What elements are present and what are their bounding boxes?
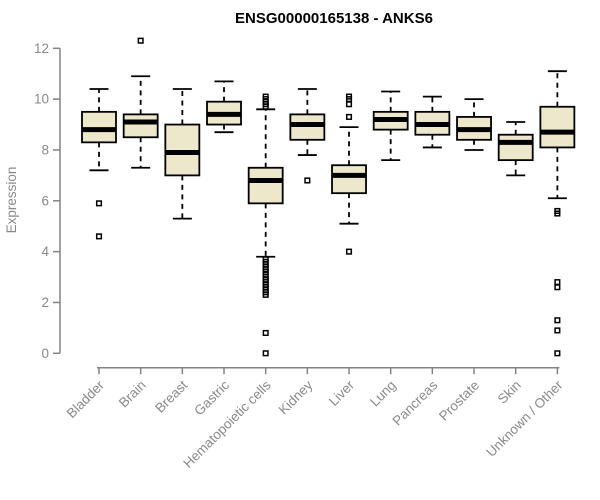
y-tick-label: 0 <box>41 346 49 361</box>
iqr-box <box>289 113 326 141</box>
iqr-box <box>164 123 201 177</box>
x-tick-label-pancreas: Pancreas <box>390 377 441 428</box>
boxplot-prostate <box>456 98 492 151</box>
outlier-marker <box>554 279 561 286</box>
x-tick-label-gastric: Gastric <box>191 377 232 418</box>
outlier-marker <box>262 291 269 298</box>
boxplot-breast <box>164 88 201 220</box>
y-tick-label: 12 <box>34 41 49 56</box>
outlier-marker <box>554 284 561 291</box>
outlier-marker <box>262 350 269 357</box>
boxplot-liver <box>331 93 367 255</box>
boxplot-gastric <box>206 80 242 134</box>
outlier-marker <box>262 93 269 100</box>
outlier-marker <box>554 350 561 357</box>
x-tick-label-lung: Lung <box>367 378 399 410</box>
iqr-box <box>539 105 576 149</box>
x-tick-label-liver: Liver <box>326 377 358 409</box>
boxplot-bladder <box>81 88 117 240</box>
boxplot-hematopoietic-cells <box>247 93 284 357</box>
x-tick-label-breast: Breast <box>152 377 190 415</box>
y-tick-label: 4 <box>41 244 49 259</box>
x-tick-label-bladder: Bladder <box>64 377 108 421</box>
boxplot-brain <box>122 37 159 169</box>
outlier-marker <box>345 113 353 120</box>
iqr-box <box>247 166 284 205</box>
iqr-box <box>331 164 367 195</box>
y-tick-label: 10 <box>34 92 49 107</box>
boxplot-pancreas <box>414 95 451 149</box>
y-axis-title: Expression <box>4 167 19 234</box>
x-tick-label-kidney: Kidney <box>276 377 316 417</box>
outlier-marker <box>137 37 144 44</box>
outlier-marker <box>554 210 561 217</box>
iqr-box <box>81 110 117 144</box>
boxplot-lung <box>372 90 409 162</box>
boxplot-kidney <box>289 88 326 184</box>
outlier-marker <box>95 233 103 240</box>
outlier-marker <box>345 101 353 108</box>
x-tick-label-skin: Skin <box>495 378 524 407</box>
x-tick-label-prostate: Prostate <box>436 378 482 424</box>
outlier-marker <box>345 248 353 255</box>
outlier-marker <box>95 200 103 207</box>
y-tick-label: 6 <box>41 193 49 208</box>
boxplot-unknown-other <box>539 70 576 357</box>
y-tick-label: 8 <box>41 142 49 157</box>
boxplot-skin <box>497 121 534 177</box>
outlier-marker <box>304 177 311 184</box>
iqr-box <box>122 113 159 139</box>
outlier-marker <box>554 317 561 324</box>
x-tick-label-unknown-other: Unknown / Other <box>483 377 566 460</box>
outlier-marker <box>554 327 561 334</box>
x-tick-label-brain: Brain <box>116 378 149 411</box>
outlier-marker <box>262 329 269 337</box>
y-tick-label: 2 <box>41 295 49 310</box>
iqr-box <box>497 133 534 162</box>
chart-title: ENSG00000165138 - ANKS6 <box>235 10 433 27</box>
